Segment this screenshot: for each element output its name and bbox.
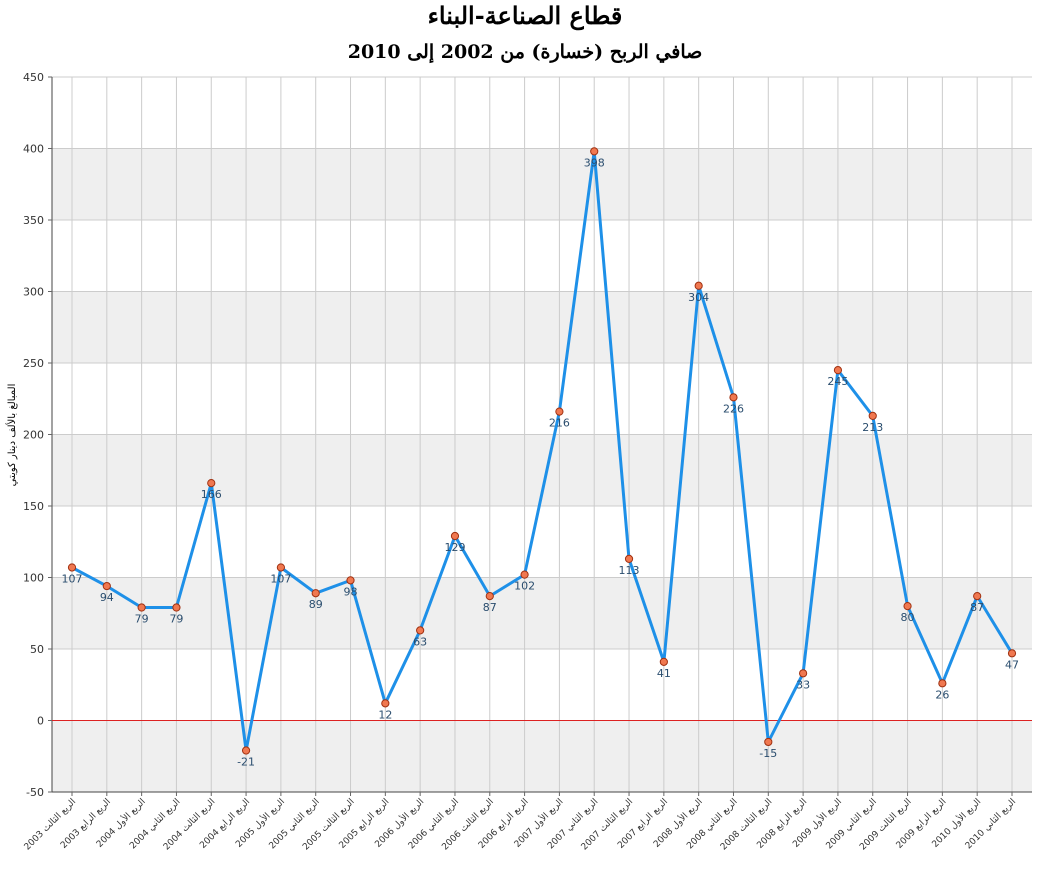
data-point — [833, 366, 843, 375]
data-label: 87 — [970, 601, 984, 614]
data-point — [729, 393, 738, 402]
band — [52, 148, 1032, 220]
y-tick-label: 400 — [23, 143, 44, 156]
data-label: 63 — [413, 635, 427, 648]
data-point — [868, 411, 877, 421]
y-axis-ticks: -50 0 50 100 150 200 250 300 350 400 450 — [23, 71, 52, 799]
data-label: 213 — [862, 421, 883, 434]
data-label: 398 — [584, 156, 605, 169]
data-label: 102 — [514, 580, 535, 593]
data-point — [346, 576, 355, 585]
series-line — [71, 149, 1014, 752]
y-tick-label: 150 — [23, 500, 44, 513]
data-markers — [67, 147, 1017, 755]
data-point — [764, 737, 773, 747]
data-label: 166 — [201, 488, 222, 501]
data-label: 80 — [901, 611, 915, 624]
band — [52, 720, 1032, 792]
y-tick-label: 450 — [23, 71, 44, 84]
data-point — [903, 602, 912, 611]
data-point — [694, 281, 703, 290]
band — [52, 291, 1032, 363]
data-label: 107 — [270, 572, 291, 585]
data-point — [311, 589, 320, 598]
data-label: 107 — [62, 572, 83, 585]
data-label: 41 — [657, 667, 671, 680]
data-label: 226 — [723, 402, 744, 415]
chart-subtitle: صافي الربح (خسارة) من 2002 إلى 2010 — [347, 41, 703, 63]
data-point — [485, 591, 494, 601]
data-label: 47 — [1005, 658, 1019, 671]
data-point — [207, 479, 216, 488]
data-point — [799, 669, 808, 678]
data-label: -21 — [237, 756, 255, 769]
data-label: -15 — [759, 747, 777, 760]
data-point — [381, 699, 390, 708]
data-label: 89 — [309, 598, 323, 611]
data-label: 94 — [100, 591, 114, 604]
data-point — [241, 746, 251, 755]
data-point — [624, 554, 634, 564]
data-label: 216 — [549, 417, 570, 430]
data-label: 87 — [483, 601, 497, 614]
y-tick-label: 300 — [23, 286, 44, 299]
y-tick-label: 200 — [23, 429, 44, 442]
data-point — [659, 657, 668, 666]
data-point — [67, 563, 77, 572]
data-label: 98 — [344, 585, 358, 598]
data-point — [1007, 649, 1017, 658]
y-tick-label: -50 — [26, 786, 44, 799]
data-label: 129 — [444, 541, 465, 554]
background-bands — [52, 148, 1032, 792]
data-point — [450, 531, 460, 541]
data-label: 79 — [135, 613, 149, 626]
data-label: 12 — [378, 708, 392, 721]
data-point — [973, 591, 982, 601]
data-label: 33 — [796, 678, 810, 691]
data-point — [590, 147, 599, 156]
data-label: 113 — [619, 564, 640, 577]
data-point — [938, 679, 947, 688]
y-tick-label: 350 — [23, 214, 44, 227]
y-tick-label: 250 — [23, 357, 44, 370]
data-label: 245 — [827, 375, 848, 388]
data-label: 79 — [169, 613, 183, 626]
data-point — [172, 603, 181, 612]
data-point — [102, 581, 111, 591]
data-point — [520, 570, 529, 579]
y-axis-label: المبالغ بالألف دينار كويتي — [5, 384, 18, 487]
band — [52, 577, 1032, 649]
data-point — [137, 603, 146, 612]
y-tick-label: 50 — [30, 643, 44, 656]
y-tick-label: 100 — [23, 572, 44, 585]
y-tick-label: 0 — [37, 715, 44, 728]
data-label: 304 — [688, 291, 709, 304]
data-point — [555, 407, 564, 416]
data-label: 26 — [935, 688, 949, 701]
data-labels: 107 94 79 79 166 -21 107 89 98 12 63 129 87 102 216 398… — [62, 156, 1020, 768]
series-polyline — [71, 149, 1014, 752]
data-point — [276, 563, 285, 572]
chart-title: قطاع الصناعة-البناء — [427, 1, 623, 30]
data-point — [416, 626, 425, 635]
